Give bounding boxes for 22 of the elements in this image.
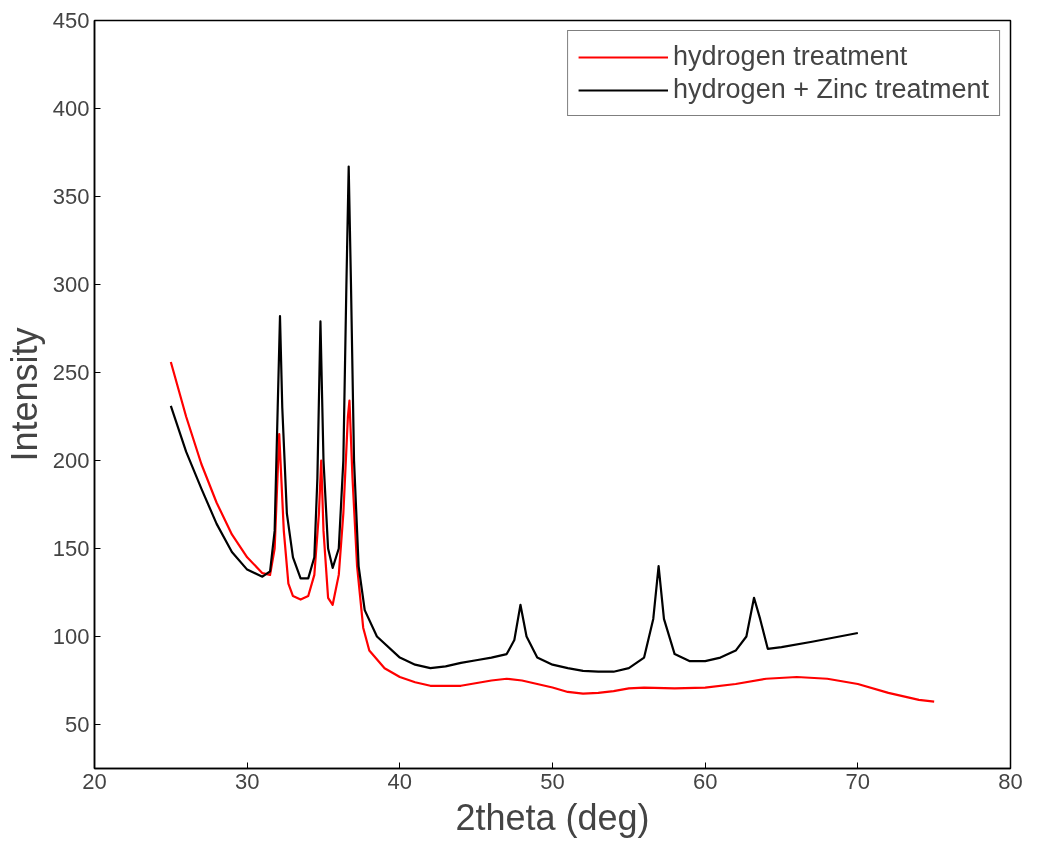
y-axis-title: Intensity (3, 327, 45, 462)
x-tick-label: 80 (998, 768, 1023, 794)
y-tick-label: 350 (52, 184, 90, 209)
y-tick-label: 150 (52, 536, 90, 561)
x-tick-label: 40 (387, 768, 413, 794)
x-tick-label: 70 (845, 768, 871, 794)
x-axis-title: 2theta (deg) (455, 796, 650, 838)
y-tick-label: 200 (52, 448, 90, 473)
x-tick-label: 30 (234, 768, 260, 794)
x-tick-label: 50 (540, 768, 565, 794)
y-tick-label: 250 (52, 360, 90, 385)
y-tick-label: 50 (65, 712, 90, 737)
legend-label: hydrogen treatment (673, 41, 908, 72)
line-series (169, 360, 936, 703)
y-tick-label: 400 (52, 96, 90, 121)
y-tick-label: 100 (52, 624, 90, 649)
legend-label: hydrogen + Zinc treatment (673, 74, 989, 105)
x-tick-label: 60 (692, 768, 718, 794)
y-tick-label: 450 (52, 8, 90, 33)
y-tick-label: 300 (52, 272, 90, 297)
line-series (169, 165, 859, 673)
x-tick-label: 20 (82, 768, 107, 794)
